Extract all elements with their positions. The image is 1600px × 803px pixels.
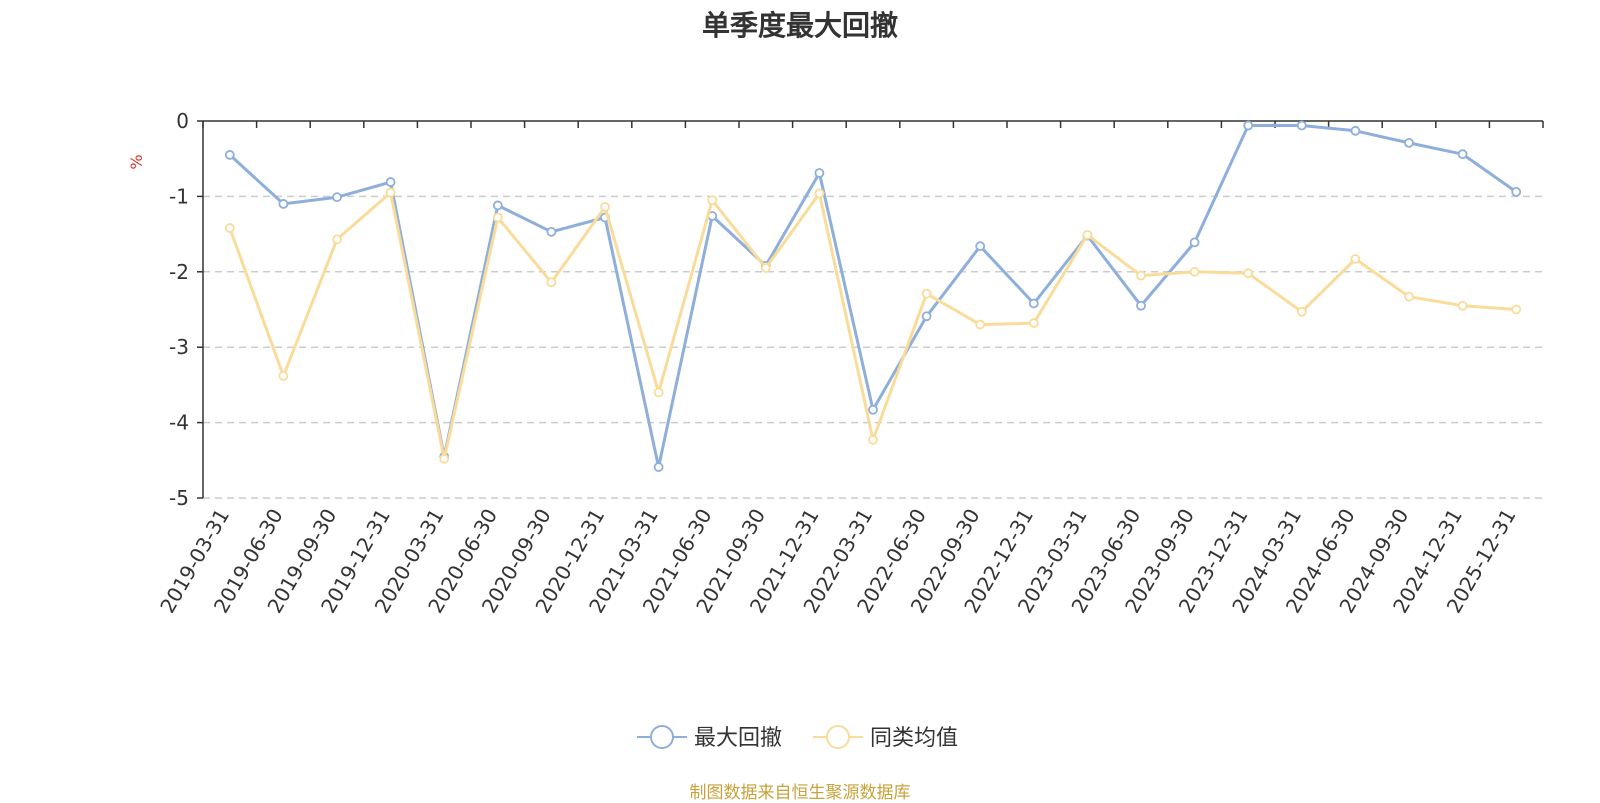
- y-tick-label: -5: [169, 486, 189, 510]
- data-point: [1136, 300, 1146, 311]
- legend[interactable]: 最大回撤 同类均值: [637, 725, 958, 751]
- data-point: [385, 177, 396, 187]
- data-point: [1350, 125, 1361, 136]
- series-line: [228, 191, 1517, 461]
- legend-label: 最大回撤: [694, 726, 782, 751]
- data-point: [814, 188, 825, 199]
- data-point: [1028, 298, 1039, 309]
- chart-title: 单季度最大回撤: [701, 9, 898, 42]
- data-point: [224, 150, 235, 160]
- data-point: [707, 195, 718, 206]
- grid-layer: [203, 195, 1543, 499]
- data-point: [224, 223, 235, 233]
- data-point: [975, 319, 986, 330]
- data-point: [332, 234, 342, 245]
- series-line: [228, 124, 1518, 469]
- data-point: [1511, 186, 1522, 197]
- data-point: [1296, 306, 1307, 317]
- data-point: [1136, 270, 1146, 281]
- data-point: [1404, 291, 1414, 302]
- data-point: [1243, 268, 1254, 279]
- legend-marker: [826, 725, 850, 749]
- data-point: [1350, 254, 1361, 264]
- data-point: [1457, 149, 1468, 160]
- data-point: [1082, 229, 1093, 240]
- data-point: [546, 277, 557, 288]
- data-point: [492, 200, 503, 211]
- legend-item-2[interactable]: 同类均值: [813, 725, 958, 751]
- legend-item-1[interactable]: 最大回撤: [637, 725, 782, 751]
- legend-label: 同类均值: [870, 726, 958, 751]
- series-layer: [224, 120, 1522, 472]
- data-point: [600, 202, 610, 212]
- data-point: [868, 435, 878, 445]
- data-point: [1296, 120, 1307, 131]
- y-tick-label: -2: [169, 260, 189, 284]
- data-point: [921, 288, 932, 299]
- data-point: [921, 311, 932, 322]
- y-tick-label: -1: [169, 184, 189, 208]
- data-point: [653, 387, 664, 398]
- data-point: [332, 192, 342, 203]
- data-point: [278, 199, 289, 209]
- data-point: [385, 187, 396, 198]
- data-point: [546, 226, 557, 237]
- series-1: [224, 120, 1522, 472]
- data-point: [1189, 266, 1200, 277]
- data-point: [1404, 137, 1414, 148]
- data-point: [975, 241, 986, 252]
- data-point: [1243, 120, 1254, 131]
- y-tick-label: -4: [169, 411, 189, 435]
- data-point: [439, 453, 450, 464]
- source-note: 制图数据来自恒生聚源数据库: [689, 783, 911, 803]
- legend-marker: [650, 725, 674, 749]
- data-point: [492, 212, 503, 223]
- data-point: [653, 462, 664, 472]
- data-point: [814, 168, 825, 178]
- data-point: [760, 263, 771, 273]
- y-tick-label: 0: [176, 109, 189, 133]
- axis-layer: 0-1-2-3-4-5%2019-03-312019-06-302019-09-…: [127, 109, 1544, 617]
- data-point: [868, 404, 878, 415]
- data-point: [1028, 318, 1039, 328]
- data-point: [1457, 300, 1468, 311]
- y-axis-unit: %: [127, 154, 146, 169]
- series-2: [224, 187, 1522, 464]
- y-tick-label: -3: [169, 335, 189, 359]
- data-point: [278, 370, 289, 381]
- data-point: [1189, 237, 1200, 248]
- data-point: [1511, 304, 1522, 315]
